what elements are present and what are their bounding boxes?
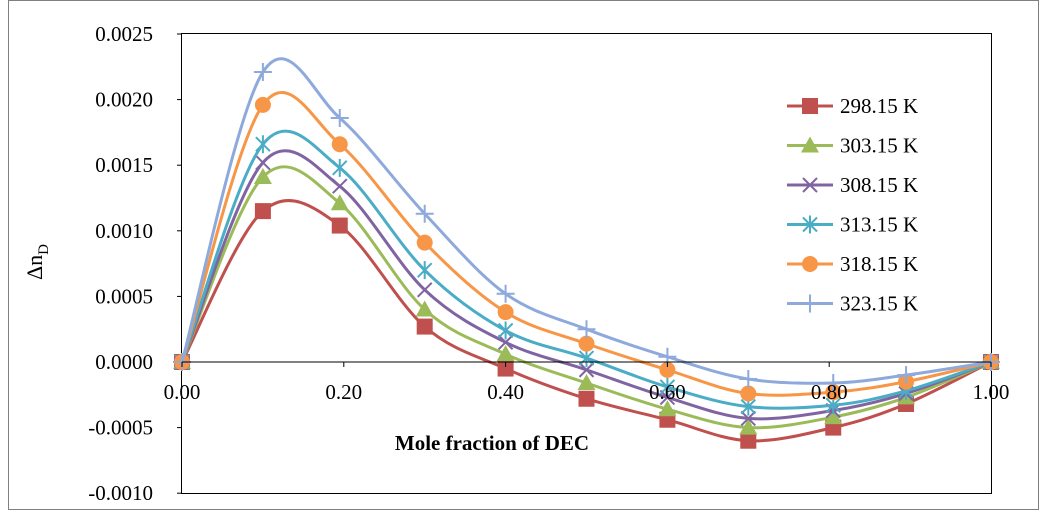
y-tick-label: 0.0020 (95, 88, 153, 112)
data-point (496, 345, 515, 362)
data-point (416, 318, 433, 335)
data-point (416, 234, 433, 251)
series-line (180, 165, 992, 430)
legend: 298.15 K 303.15 K 308.15 K 313.15 K 318.15 K… (787, 94, 918, 316)
y-axis-title-subscript: D (36, 244, 52, 255)
data-point (577, 320, 596, 339)
data-point (254, 203, 271, 220)
data-point (497, 360, 514, 377)
legend-item: 298.15 K (787, 94, 918, 118)
data-point (578, 349, 595, 368)
data-point (824, 408, 843, 425)
legend-label: 318.15 K (840, 252, 918, 276)
data-point (824, 373, 843, 392)
data-point (497, 321, 514, 340)
series-line (180, 199, 992, 443)
data-point (331, 136, 348, 153)
data-point (897, 366, 916, 385)
y-tick-labels: 0.0025 0.0020 0.0015 0.0010 0.0005 0.0000 -0.0… (88, 22, 182, 505)
data-point (740, 410, 757, 427)
legend-label: 308.15 K (840, 173, 918, 197)
legend-item: 303.15 K (787, 134, 918, 158)
legend-marker (802, 215, 818, 234)
data-point (332, 158, 348, 177)
data-point (330, 108, 349, 127)
x-tick-label: 1.00 (973, 380, 1010, 404)
legend-label: 303.15 K (840, 134, 918, 158)
x-tick-label: 0.60 (649, 380, 686, 404)
data-point (496, 284, 515, 303)
data-point (415, 204, 434, 223)
data-point (740, 385, 757, 402)
legend-marker (802, 98, 818, 114)
data-point (658, 400, 677, 417)
data-point (331, 217, 348, 234)
data-point (254, 96, 271, 113)
data-point (332, 178, 348, 194)
data-point (253, 168, 272, 185)
x-tick-label: 0.00 (164, 380, 201, 404)
data-point (739, 370, 758, 389)
data-point (497, 334, 514, 351)
legend-label: 313.15 K (840, 213, 918, 237)
data-point (497, 304, 514, 321)
data-point (577, 373, 596, 390)
y-axis-title-main: Δn (22, 255, 47, 280)
data-point (825, 384, 842, 401)
data-point (330, 194, 349, 211)
legend-item: 313.15 K (787, 213, 918, 237)
y-tick-label: 0.0000 (95, 350, 153, 374)
legend-marker (802, 256, 818, 272)
data-point (659, 361, 676, 378)
data-point (739, 418, 758, 435)
x-axis-title: Mole fraction of DEC (395, 431, 589, 455)
plot-area (181, 33, 992, 494)
legend-marker (801, 136, 819, 153)
y-tick-label: 0.0005 (95, 284, 153, 308)
series-line (180, 149, 992, 421)
y-tick-label: -0.0005 (88, 416, 153, 440)
data-point (415, 300, 434, 317)
data-point (659, 377, 676, 396)
legend-marker (801, 294, 819, 313)
legend-item: 308.15 K (787, 173, 918, 197)
legend-label: 298.15 K (840, 94, 918, 118)
chart-area-border (8, 0, 1039, 510)
legend-item: 323.15 K (787, 292, 918, 316)
series-line (180, 129, 992, 410)
legend-item: 318.15 K (787, 252, 918, 276)
data-point (416, 261, 433, 280)
y-tick-label: -0.0010 (88, 481, 153, 505)
x-tick-label: 0.80 (811, 380, 848, 404)
y-tick-label: 0.0015 (95, 153, 153, 177)
data-point (416, 282, 433, 298)
x-tick-label: 0.40 (487, 380, 524, 404)
data-point (578, 335, 595, 352)
y-tick-label: 0.0010 (95, 219, 153, 243)
x-tick-labels: 0.00 0.20 0.40 0.60 0.80 1.00 (164, 361, 1010, 404)
data-point (740, 432, 757, 449)
data-point (255, 154, 271, 171)
x-tick-label: 0.20 (325, 380, 362, 404)
data-point (255, 135, 271, 154)
legend-label: 323.15 K (840, 292, 918, 316)
data-point (578, 362, 595, 378)
y-axis-title: ΔnD (22, 244, 52, 280)
data-point (578, 390, 595, 407)
legend-marker (802, 177, 818, 193)
y-tick-label: 0.0025 (95, 22, 153, 46)
data-point (253, 63, 272, 82)
